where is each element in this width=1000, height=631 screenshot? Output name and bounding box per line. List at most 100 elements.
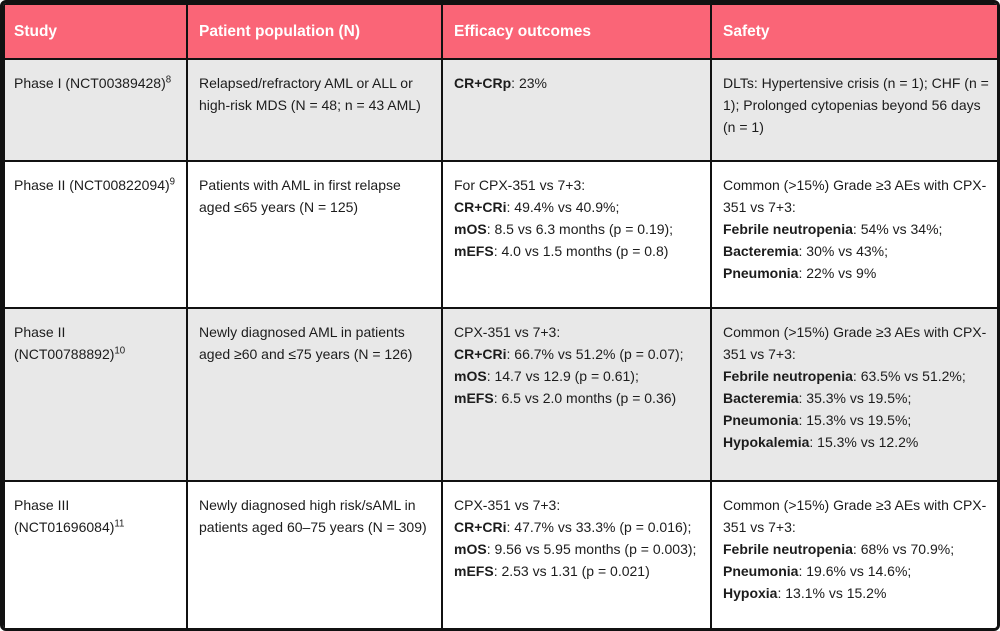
cell-line: Patients with AML in first relapse aged … xyxy=(199,177,401,215)
cell-line: Febrile neutropenia: 63.5% vs 51.2%; xyxy=(723,365,992,387)
text-run: CPX-351 vs 7+3: xyxy=(454,324,561,340)
table-header: Study Patient population (N) Efficacy ou… xyxy=(3,3,997,60)
cell-line: mEFS: 4.0 vs 1.5 months (p = 0.8) xyxy=(454,240,699,262)
text-run: : 15.3% vs 19.5%; xyxy=(798,412,912,428)
column-header-patient-population: Patient population (N) xyxy=(186,3,443,60)
text-run: : 66.7% vs 51.2% (p = 0.07); xyxy=(506,346,684,362)
study-cell: Phase II (NCT00788892)10 xyxy=(3,307,188,482)
text-run: : 8.5 vs 6.3 months (p = 0.19); xyxy=(486,221,674,237)
cell-line: CR+CRp: 23% xyxy=(454,72,699,94)
cell-line: Bacteremia: 30% vs 43%; xyxy=(723,240,992,262)
reference-superscript: 11 xyxy=(114,518,125,530)
metric-label: mEFS xyxy=(454,243,494,259)
metric-label: Hypoxia xyxy=(723,585,778,601)
text-run: : 15.3% vs 12.2% xyxy=(809,434,919,450)
text-run: For CPX-351 vs 7+3: xyxy=(454,177,586,193)
study-cell: Phase I (NCT00389428)8 xyxy=(3,58,188,162)
text-run: : 68% vs 70.9%; xyxy=(852,541,955,557)
study-cell: Phase II (NCT00822094)9 xyxy=(3,160,188,309)
efficacy-outcomes-cell: CPX-351 vs 7+3: CR+CRi: 66.7% vs 51.2% (p… xyxy=(441,307,712,482)
cell-line: DLTs: Hypertensive crisis (n = 1); CHF (… xyxy=(723,72,992,138)
metric-label: mOS xyxy=(454,541,487,557)
cell-line: Newly diagnosed AML in patients aged ≥60… xyxy=(199,324,413,362)
metric-label: mOS xyxy=(454,368,487,384)
metric-label: CR+CRi xyxy=(454,199,507,215)
cell-line: Bacteremia: 35.3% vs 19.5%; xyxy=(723,387,992,409)
column-header-efficacy-outcomes: Efficacy outcomes xyxy=(441,3,712,60)
patient-population-cell: Newly diagnosed AML in patients aged ≥60… xyxy=(186,307,443,482)
table-row: Phase I (NCT00389428)8 Relapsed/refractor… xyxy=(3,58,997,162)
efficacy-outcomes-cell: For CPX-351 vs 7+3: CR+CRi: 49.4% vs 40.9… xyxy=(441,160,712,309)
cell-line: CPX-351 vs 7+3: xyxy=(454,494,699,516)
study-cell: Phase III (NCT01696084)11 xyxy=(3,480,188,628)
efficacy-outcomes-cell: CPX-351 vs 7+3: CR+CRi: 47.7% vs 33.3% (p… xyxy=(441,480,712,628)
cell-line: CR+CRi: 66.7% vs 51.2% (p = 0.07); xyxy=(454,343,699,365)
efficacy-outcomes-cell: CR+CRp: 23% xyxy=(441,58,712,162)
cell-line: CR+CRi: 47.7% vs 33.3% (p = 0.016); xyxy=(454,516,699,538)
metric-label: Pneumonia xyxy=(723,265,799,281)
metric-label: Bacteremia xyxy=(723,243,799,259)
safety-cell: Common (>15%) Grade ≥3 AEs with CPX-351 … xyxy=(710,307,997,482)
cell-line: mOS: 8.5 vs 6.3 months (p = 0.19); xyxy=(454,218,699,240)
cell-line: mEFS: 2.53 vs 1.31 (p = 0.021) xyxy=(454,560,699,582)
cell-line: Pneumonia: 19.6% vs 14.6%; xyxy=(723,560,992,582)
text-run: : 13.1% vs 15.2% xyxy=(777,585,887,601)
text-run: : 35.3% vs 19.5%; xyxy=(798,390,912,406)
text-run: : 9.56 vs 5.95 months (p = 0.003); xyxy=(486,541,697,557)
metric-label: CR+CRp xyxy=(454,75,512,91)
metric-label: mEFS xyxy=(454,390,494,406)
cell-line: CR+CRi: 49.4% vs 40.9%; xyxy=(454,196,699,218)
patient-population-cell: Newly diagnosed high risk/sAML in patien… xyxy=(186,480,443,628)
cell-line: Hypoxia: 13.1% vs 15.2% xyxy=(723,582,992,604)
text-run: CPX-351 vs 7+3: xyxy=(454,497,561,513)
cell-line: Common (>15%) Grade ≥3 AEs with CPX-351 … xyxy=(723,321,992,365)
safety-cell: DLTs: Hypertensive crisis (n = 1); CHF (… xyxy=(710,58,997,162)
study-name: Phase II (NCT00822094) xyxy=(14,177,170,193)
column-header-safety: Safety xyxy=(710,3,997,60)
text-run: : 63.5% vs 51.2%; xyxy=(852,368,966,384)
text-run: : 49.4% vs 40.9%; xyxy=(506,199,620,215)
metric-label: Pneumonia xyxy=(723,412,799,428)
cell-line: Pneumonia: 15.3% vs 19.5%; xyxy=(723,409,992,431)
study-name: Phase II (NCT00788892) xyxy=(14,324,115,362)
text-run: : 6.5 vs 2.0 months (p = 0.36) xyxy=(493,390,677,406)
text-run: : 30% vs 43%; xyxy=(798,243,889,259)
metric-label: Febrile neutropenia xyxy=(723,541,853,557)
cell-line: Febrile neutropenia: 54% vs 34%; xyxy=(723,218,992,240)
clinical-trials-table: Study Patient population (N) Efficacy ou… xyxy=(3,3,997,628)
table-row: Phase II (NCT00788892)10 Newly diagnosed … xyxy=(3,307,997,482)
reference-superscript: 10 xyxy=(114,345,126,357)
cell-line: Relapsed/refractory AML or ALL or high-r… xyxy=(199,75,421,113)
metric-label: mEFS xyxy=(454,563,494,579)
cell-line: Common (>15%) Grade ≥3 AEs with CPX-351 … xyxy=(723,494,992,538)
text-run: : 4.0 vs 1.5 months (p = 0.8) xyxy=(493,243,669,259)
cell-line: CPX-351 vs 7+3: xyxy=(454,321,699,343)
metric-label: Hypokalemia xyxy=(723,434,810,450)
text-run: : 19.6% vs 14.6%; xyxy=(798,563,912,579)
text-run: Common (>15%) Grade ≥3 AEs with CPX-351 … xyxy=(723,324,987,362)
table-body: Phase I (NCT00389428)8 Relapsed/refractor… xyxy=(3,58,997,628)
text-run: Common (>15%) Grade ≥3 AEs with CPX-351 … xyxy=(723,177,987,215)
safety-cell: Common (>15%) Grade ≥3 AEs with CPX-351 … xyxy=(710,480,997,628)
text-run: : 23% xyxy=(511,75,547,91)
text-run: : 2.53 vs 1.31 (p = 0.021) xyxy=(493,563,650,579)
table-row: Phase II (NCT00822094)9 Patients with AML… xyxy=(3,160,997,309)
cell-line: For CPX-351 vs 7+3: xyxy=(454,174,699,196)
metric-label: CR+CRi xyxy=(454,346,507,362)
text-run: : 14.7 vs 12.9 (p = 0.61); xyxy=(486,368,639,384)
metric-label: mOS xyxy=(454,221,487,237)
reference-superscript: 8 xyxy=(165,74,172,86)
metric-label: Febrile neutropenia xyxy=(723,221,853,237)
study-name: Phase III (NCT01696084) xyxy=(14,497,115,535)
cell-line: mEFS: 6.5 vs 2.0 months (p = 0.36) xyxy=(454,387,699,409)
column-header-study: Study xyxy=(3,3,188,60)
table-row: Phase III (NCT01696084)11 Newly diagnosed… xyxy=(3,480,997,628)
text-run: : 22% vs 9% xyxy=(798,265,877,281)
study-name: Phase I (NCT00389428) xyxy=(14,75,166,91)
cell-line: Common (>15%) Grade ≥3 AEs with CPX-351 … xyxy=(723,174,992,218)
metric-label: Febrile neutropenia xyxy=(723,368,853,384)
text-run: : 47.7% vs 33.3% (p = 0.016); xyxy=(506,519,692,535)
patient-population-cell: Patients with AML in first relapse aged … xyxy=(186,160,443,309)
patient-population-cell: Relapsed/refractory AML or ALL or high-r… xyxy=(186,58,443,162)
